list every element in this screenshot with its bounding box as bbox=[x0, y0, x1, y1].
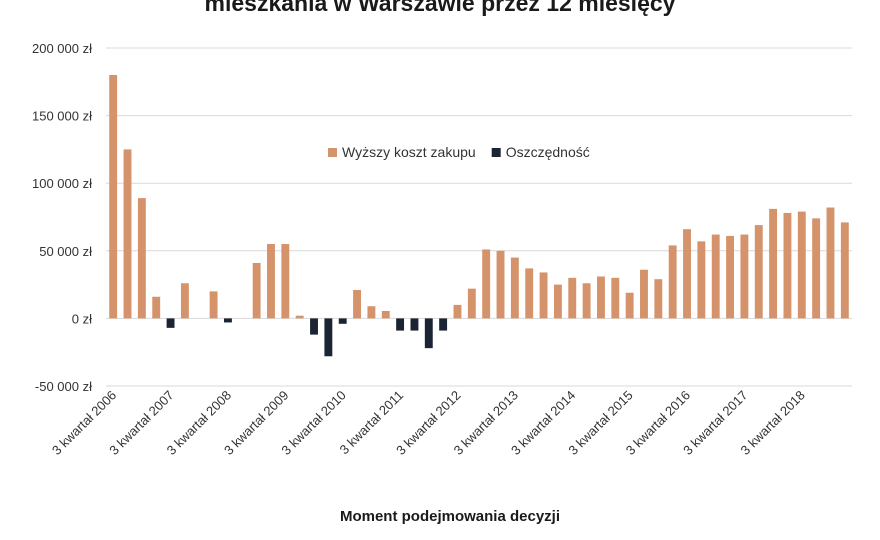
bar bbox=[668, 245, 677, 319]
bar bbox=[424, 318, 433, 349]
bar bbox=[439, 318, 448, 331]
bar bbox=[137, 198, 146, 319]
bar bbox=[654, 279, 663, 319]
bar bbox=[840, 222, 849, 319]
bar bbox=[123, 149, 132, 319]
y-axis-ticks: 200 000 zł 150 000 zł 100 000 zł 50 000 zł 0… bbox=[32, 41, 92, 394]
x-axis-label: Moment podejmowania decyzji bbox=[340, 508, 560, 525]
grid-lines bbox=[106, 47, 852, 387]
bar bbox=[396, 318, 405, 331]
bar bbox=[482, 249, 491, 319]
bar bbox=[769, 208, 778, 319]
bar bbox=[281, 244, 290, 319]
bar bbox=[152, 296, 161, 319]
bar bbox=[223, 318, 232, 323]
y-tick-label: 0 zł bbox=[72, 311, 92, 326]
legend-label: Wyższy koszt zakupu bbox=[342, 144, 476, 160]
bar bbox=[697, 241, 706, 319]
legend-label: Oszczędność bbox=[506, 144, 590, 160]
bar bbox=[180, 283, 189, 319]
bar bbox=[826, 207, 835, 319]
y-tick-label: 200 000 zł bbox=[32, 41, 92, 56]
bar bbox=[467, 288, 476, 319]
legend-swatch bbox=[328, 148, 337, 157]
bar bbox=[726, 235, 735, 319]
bar bbox=[539, 272, 548, 319]
bar bbox=[740, 234, 749, 319]
bar bbox=[568, 277, 577, 319]
bar bbox=[367, 306, 376, 319]
bar bbox=[596, 276, 605, 319]
bar bbox=[754, 225, 763, 319]
bar bbox=[338, 318, 347, 324]
y-tick-label: 150 000 zł bbox=[32, 109, 92, 124]
chart-title: mieszkania w Warszawie przez 12 miesięcy bbox=[204, 0, 676, 16]
bar bbox=[295, 315, 304, 319]
y-tick-label: -50 000 zł bbox=[35, 379, 92, 394]
y-tick-label: 50 000 zł bbox=[39, 244, 92, 259]
bar bbox=[711, 234, 720, 319]
y-tick-label: 100 000 zł bbox=[32, 176, 92, 191]
bar bbox=[640, 269, 648, 319]
bar bbox=[582, 283, 591, 319]
bar bbox=[812, 218, 821, 319]
bar bbox=[109, 75, 118, 319]
bar bbox=[783, 212, 792, 319]
bar bbox=[510, 257, 519, 319]
bars bbox=[109, 75, 849, 357]
bar bbox=[611, 277, 620, 319]
bar bbox=[267, 244, 275, 319]
bar bbox=[683, 229, 691, 319]
legend: Wyższy koszt zakupu Oszczędność bbox=[328, 144, 590, 160]
bar bbox=[310, 318, 318, 335]
bar bbox=[166, 318, 175, 328]
bar bbox=[797, 211, 806, 319]
legend-swatch bbox=[491, 148, 501, 157]
bar bbox=[252, 262, 261, 319]
bar bbox=[525, 268, 534, 319]
bar bbox=[209, 291, 218, 319]
bar bbox=[381, 310, 390, 319]
bar bbox=[410, 318, 419, 331]
bar bbox=[496, 250, 505, 319]
bar bbox=[453, 304, 462, 319]
bar bbox=[553, 284, 562, 319]
bar bbox=[353, 290, 362, 319]
bar bbox=[324, 318, 333, 357]
bar bbox=[625, 292, 634, 319]
